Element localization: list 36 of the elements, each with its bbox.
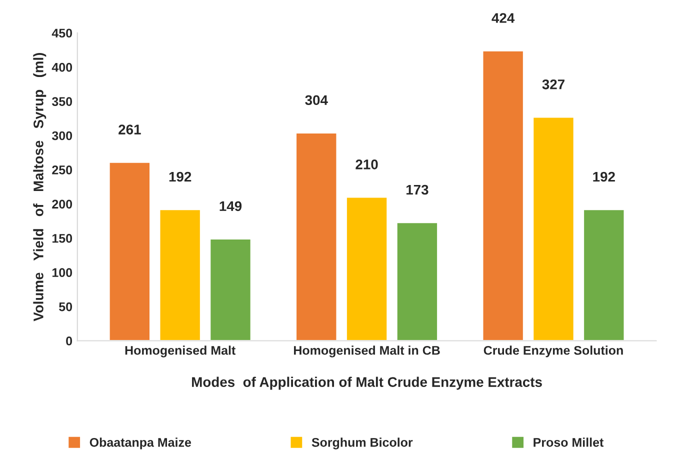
x-axis-title: Modes of Application of Malt Crude Enzyme Extracts [192,376,542,390]
bar [108,162,151,341]
y-tick-label: 150 [52,234,72,243]
bar [209,238,252,341]
y-tick-label: 0 [66,336,72,346]
legend-label: Sorghum Bicolor [312,438,413,450]
bar [158,208,202,341]
y-tick-label: 200 [52,200,72,209]
bar [532,116,575,341]
y-axis-title: Volume Yield of Maltose Syrup (ml) [33,52,46,322]
data-label: 210 [356,160,378,170]
data-label: 192 [169,172,192,182]
data-label: 192 [593,172,615,182]
y-tick-label: 300 [52,131,72,140]
data-label: 173 [406,184,428,195]
y-tick-label: 400 [52,62,72,72]
data-label: 327 [542,79,564,90]
y-tick-label: 100 [52,268,72,277]
data-label: 149 [220,201,242,212]
bar [295,132,338,341]
bar [482,50,524,341]
legend-label: Proso Millet [534,438,604,447]
bar [346,196,388,341]
y-tick-label: 50 [59,302,72,312]
data-label: 261 [118,124,141,134]
y-tick-label: 250 [52,166,72,174]
y-tick-label: 350 [52,97,72,106]
x-tick-label: Homogenised Malt [125,346,236,358]
x-tick-label: Crude Enzyme Solution [484,346,623,358]
x-tick-label: Homogenised Malt in CB [294,346,440,358]
data-label: 424 [492,13,515,23]
bar [582,208,626,341]
legend-label: Obaatanpa Maize [90,438,192,450]
bar [396,222,438,341]
data-label: 304 [305,95,328,106]
y-tick-label: 450 [52,28,72,38]
